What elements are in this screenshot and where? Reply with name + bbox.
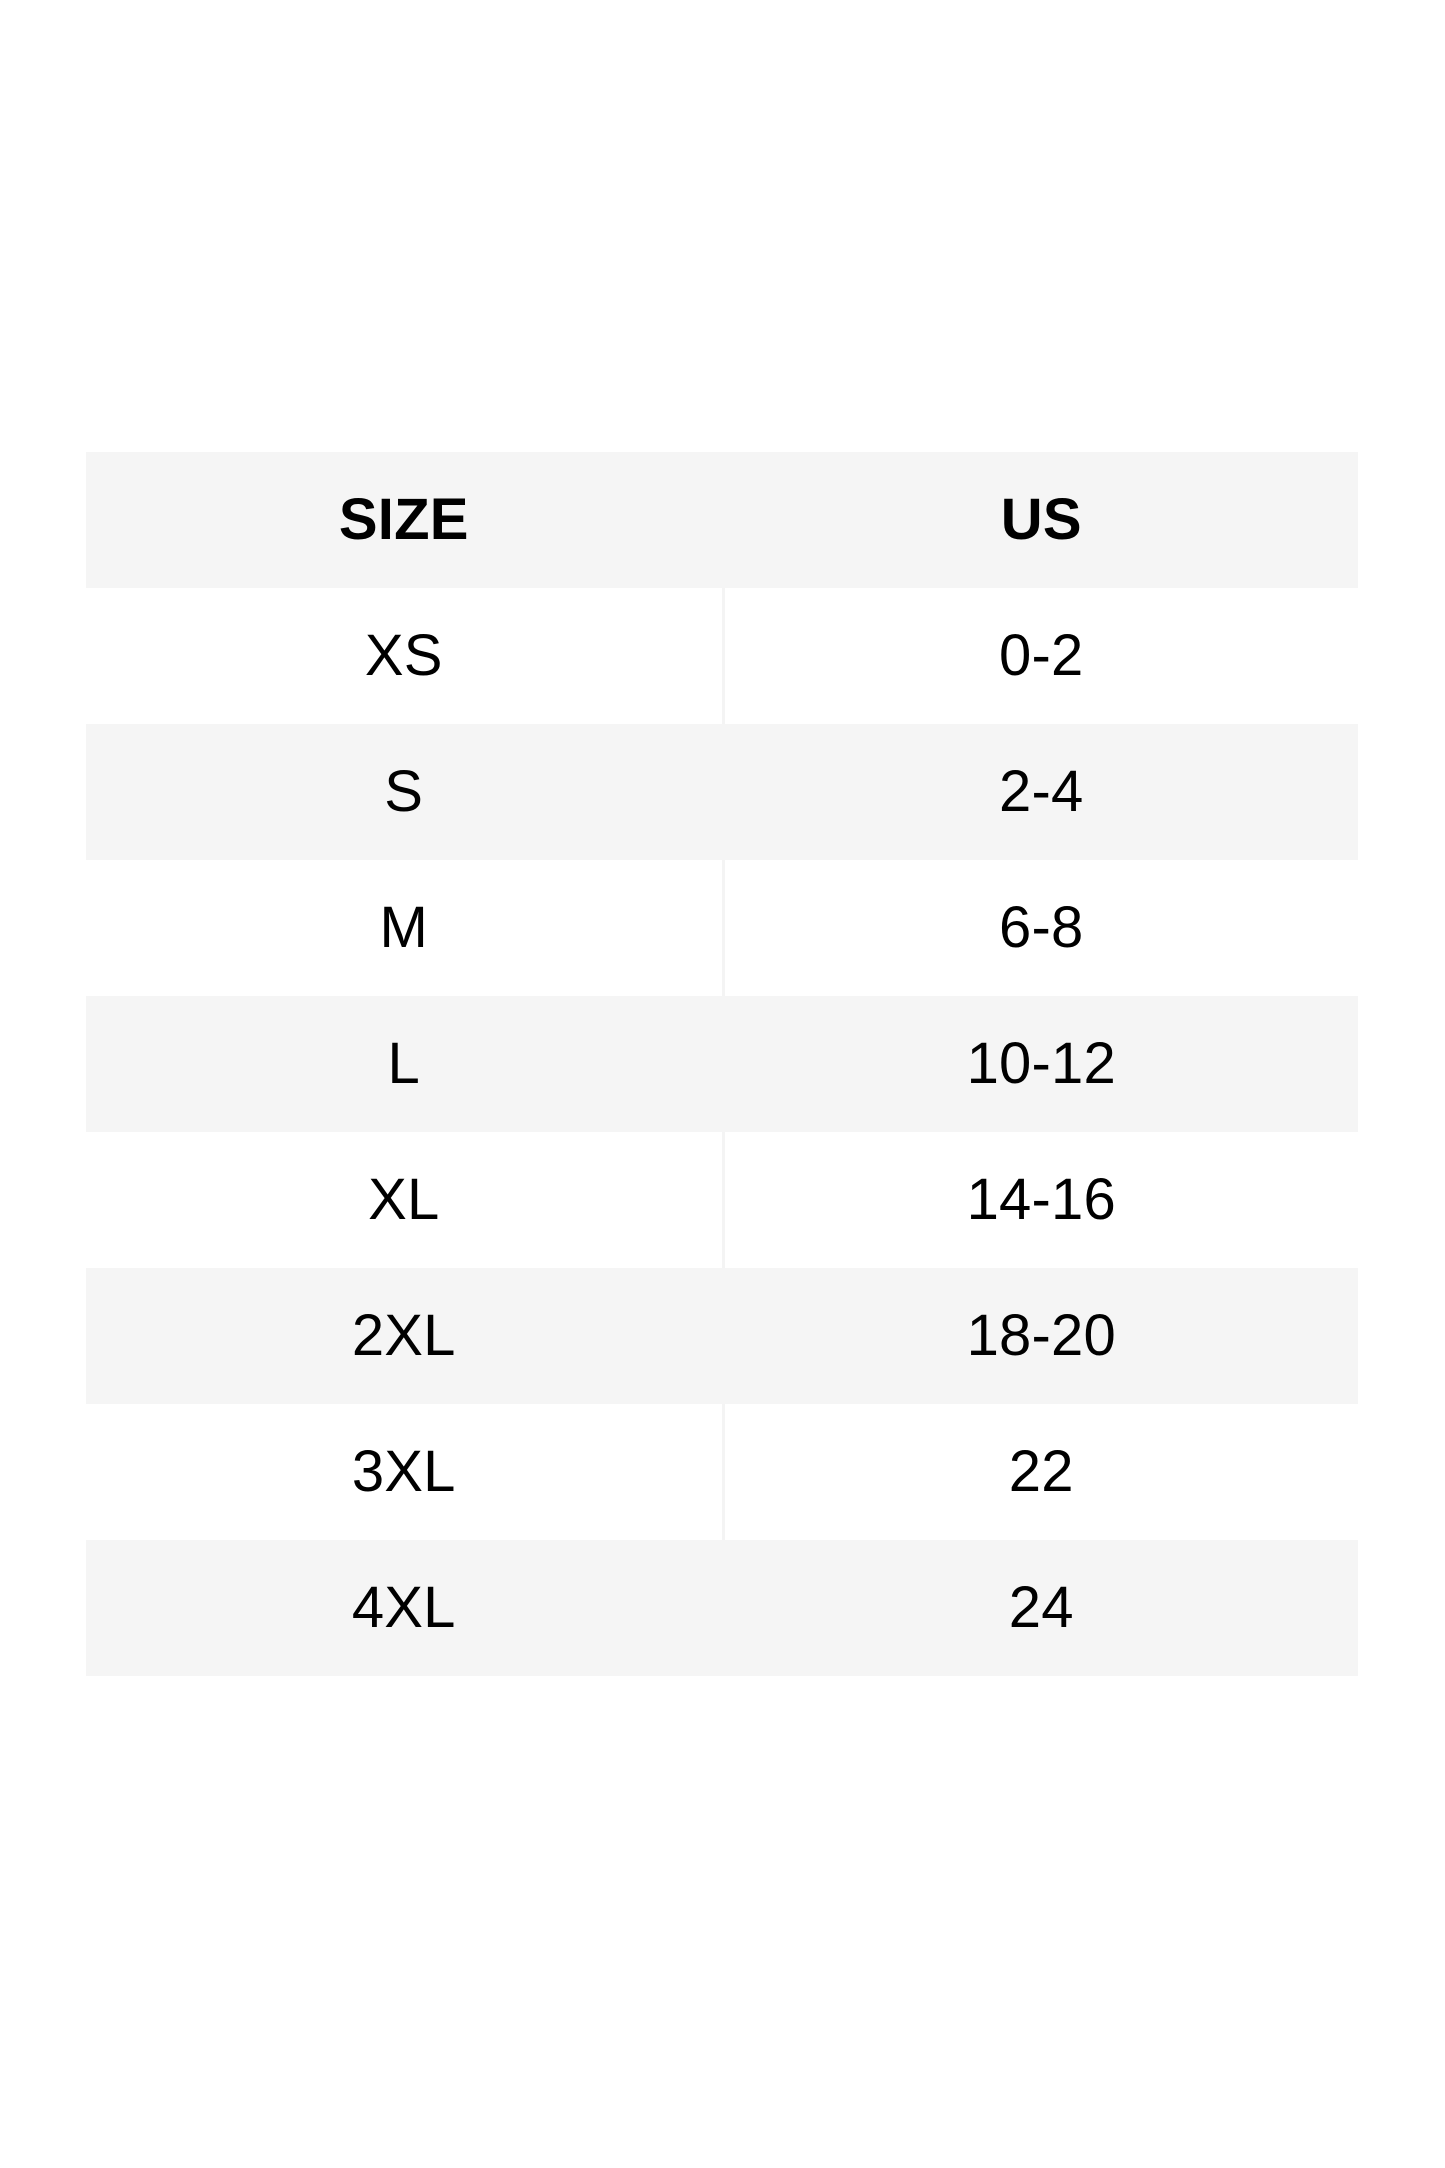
table-row: 4XL 24 [86,1540,1358,1676]
size-chart-header: SIZE US [86,452,1358,588]
table-row: 2XL 18-20 [86,1268,1358,1404]
cell-size: M [86,860,725,996]
table-row: S 2-4 [86,724,1358,860]
cell-us: 24 [723,1540,1358,1676]
column-header-size: SIZE [86,452,725,588]
table-row: M 6-8 [86,860,1358,996]
cell-us: 6-8 [723,860,1358,996]
cell-size: S [86,724,725,860]
table-row: 3XL 22 [86,1404,1358,1540]
table-header-row: SIZE US [86,452,1358,588]
cell-us: 10-12 [723,996,1358,1132]
cell-size: XL [86,1132,725,1268]
cell-us: 2-4 [723,724,1358,860]
cell-us: 0-2 [723,588,1358,724]
cell-size: XS [86,588,725,724]
size-chart-table: SIZE US XS 0-2 S 2-4 M 6-8 L 10-12 XL [86,452,1358,1676]
table-row: XS 0-2 [86,588,1358,724]
cell-size: 3XL [86,1404,725,1540]
cell-size: 2XL [86,1268,725,1404]
cell-us: 14-16 [723,1132,1358,1268]
size-chart-body: XS 0-2 S 2-4 M 6-8 L 10-12 XL 14-16 2XL … [86,588,1358,1676]
table-row: L 10-12 [86,996,1358,1132]
cell-size: 4XL [86,1540,725,1676]
cell-us: 22 [723,1404,1358,1540]
cell-size: L [86,996,725,1132]
table-row: XL 14-16 [86,1132,1358,1268]
column-header-us: US [723,452,1358,588]
cell-us: 18-20 [723,1268,1358,1404]
